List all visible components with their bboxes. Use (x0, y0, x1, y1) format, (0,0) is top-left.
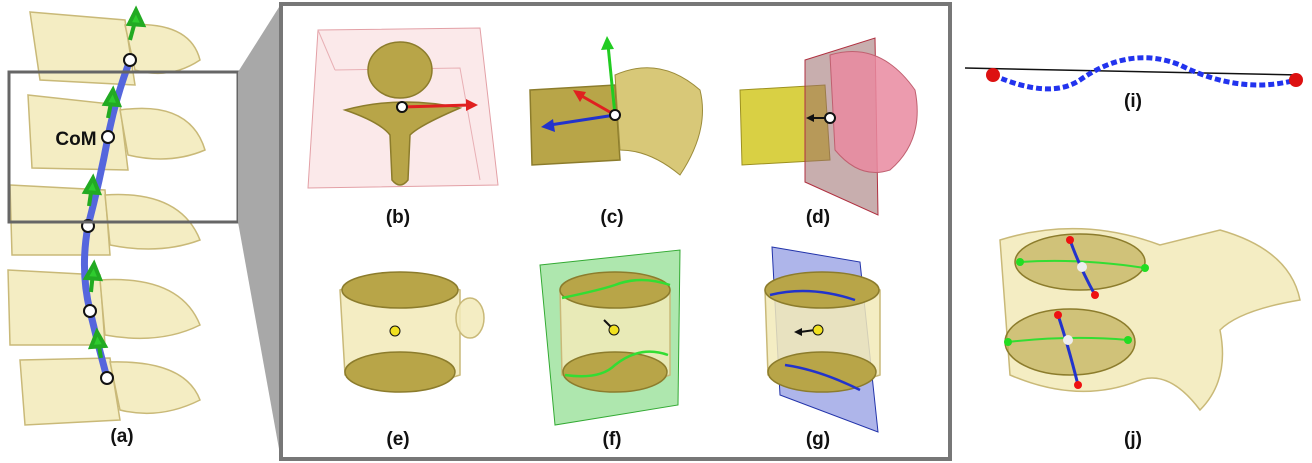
panel-label: (i) (1124, 91, 1142, 112)
shape (82, 259, 104, 282)
panel-label: (d) (806, 207, 830, 228)
shape (83, 304, 97, 318)
shape (573, 90, 586, 102)
panel-label: (b) (386, 207, 410, 228)
shape (101, 85, 123, 108)
shape (579, 93, 616, 117)
panel-label: (f) (603, 429, 622, 450)
spine-panel: CoM (7, 5, 240, 426)
shape (609, 109, 621, 121)
shape (342, 101, 463, 186)
shape (81, 173, 103, 196)
shape (964, 67, 1301, 76)
shape (1091, 291, 1099, 299)
panel-label: (g) (806, 429, 830, 450)
panel-f (539, 249, 681, 426)
shape (1063, 335, 1073, 345)
panel-e (339, 271, 485, 393)
shape (799, 329, 816, 333)
shape (29, 11, 136, 86)
panel-i (964, 55, 1303, 92)
shape (87, 327, 109, 350)
shape (1141, 264, 1149, 272)
shape (549, 113, 616, 127)
group (81, 5, 147, 359)
group (1004, 258, 1149, 346)
panel-g (764, 246, 881, 433)
shape (614, 67, 703, 176)
shape (1004, 338, 1012, 346)
panel-label: (e) (386, 429, 409, 450)
shape (769, 289, 861, 392)
shape (396, 101, 408, 113)
panel-c (529, 36, 703, 176)
shape (123, 53, 137, 67)
shape (986, 68, 1000, 82)
shape (1124, 336, 1132, 344)
shape (991, 55, 1297, 92)
shape (19, 357, 121, 426)
zoom-connector (238, 4, 281, 460)
shape (559, 271, 671, 309)
shape (1054, 311, 1062, 319)
shape (1066, 236, 1074, 244)
shape (794, 328, 802, 336)
shape (1289, 73, 1303, 87)
panel-label: (a) (110, 426, 133, 447)
shape (764, 271, 880, 309)
shape (100, 371, 114, 385)
shape (99, 278, 201, 340)
shape (562, 351, 668, 393)
com-label: CoM (55, 129, 96, 150)
shape (367, 41, 433, 99)
zoom-box (279, 2, 952, 461)
shape (119, 107, 206, 160)
shape (1074, 381, 1082, 389)
panel-b (307, 27, 499, 189)
shape (767, 351, 877, 393)
shape (124, 23, 201, 75)
shape (389, 325, 401, 337)
shape (561, 278, 671, 378)
shape (1016, 258, 1024, 266)
shape (806, 114, 814, 122)
group (1054, 236, 1099, 389)
shape (1077, 262, 1087, 272)
panel-label: (c) (600, 207, 623, 228)
panel-label: (j) (1124, 429, 1142, 450)
shape (101, 130, 115, 144)
shape (541, 119, 555, 132)
shape (125, 5, 147, 28)
shape (608, 324, 620, 336)
shape (606, 44, 617, 116)
shape (109, 361, 201, 415)
shape (344, 351, 456, 393)
panel-d (739, 37, 918, 216)
shape (401, 103, 471, 109)
shape (601, 36, 614, 50)
shape (466, 99, 478, 111)
shape (341, 271, 459, 309)
shape (529, 84, 621, 166)
shape (455, 297, 485, 339)
panel-j (999, 227, 1301, 412)
shape (812, 324, 824, 336)
shape (824, 112, 836, 124)
shape (829, 51, 918, 173)
